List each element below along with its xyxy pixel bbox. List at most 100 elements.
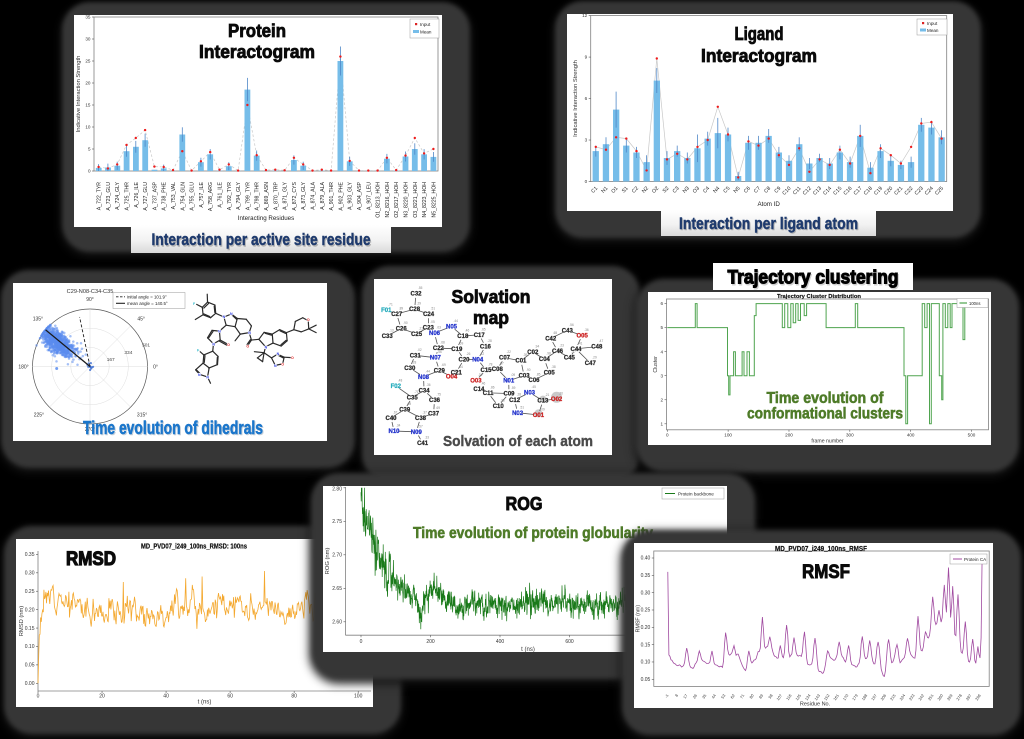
svg-text:.75: .75 [437, 393, 442, 397]
svg-text:C04: C04 [539, 357, 551, 363]
svg-text:.68: .68 [440, 341, 445, 345]
svg-text:125: 125 [794, 693, 802, 701]
svg-text:6: 6 [660, 301, 663, 306]
svg-text:MD_PVD07_i249_100ns_RMSD: 100n: MD_PVD07_i249_100ns_RMSD: 100ns [141, 544, 247, 551]
svg-text:.98: .98 [546, 352, 551, 356]
svg-text:O2: O2 [651, 186, 660, 195]
svg-text:C12: C12 [509, 398, 521, 404]
svg-text:15: 15 [85, 103, 91, 108]
svg-text:71: 71 [739, 693, 746, 699]
svg-text:167: 167 [107, 357, 115, 363]
svg-text:C21: C21 [893, 186, 904, 197]
svg-text:0: 0 [585, 179, 588, 184]
svg-text:C20: C20 [458, 358, 470, 364]
svg-text:62: 62 [729, 693, 736, 699]
svg-text:A_738_PHE: A_738_PHE [162, 181, 168, 210]
svg-text:A_758_ARG: A_758_ARG [208, 182, 214, 211]
svg-text:C28: C28 [409, 307, 421, 313]
svg-text:mean angle = 140.5°: mean angle = 140.5° [127, 301, 168, 306]
svg-text:C46: C46 [552, 349, 564, 355]
svg-text:.34: .34 [396, 424, 401, 428]
svg-text:90°: 90° [86, 297, 94, 303]
svg-text:.37: .37 [423, 410, 428, 414]
svg-text:Trajectory clustering: Trajectory clustering [728, 268, 899, 289]
svg-text:t (ns): t (ns) [521, 647, 535, 652]
svg-text:200: 200 [785, 432, 793, 437]
svg-text:2.75: 2.75 [332, 519, 342, 525]
svg-text:C18: C18 [863, 186, 874, 197]
svg-text:0.30: 0.30 [641, 590, 651, 596]
svg-text:C03: C03 [519, 374, 531, 380]
svg-text:ROG: ROG [506, 494, 543, 514]
svg-text:3: 3 [660, 373, 663, 378]
svg-text:N07: N07 [430, 356, 442, 362]
svg-text:.65: .65 [481, 327, 486, 331]
svg-text:60: 60 [227, 694, 233, 700]
svg-text:0: 0 [360, 639, 363, 645]
svg-text:A_904_ASP: A_904_ASP [357, 181, 363, 210]
svg-text:Residue No.: Residue No. [800, 701, 831, 707]
svg-text:C34: C34 [419, 389, 431, 395]
svg-text:A_872_CYS: A_872_CYS [292, 181, 298, 210]
svg-text:Interaction per ligand atom: Interaction per ligand atom [679, 215, 858, 233]
svg-text:287: 287 [965, 693, 973, 701]
svg-text:0.10: 0.10 [25, 644, 35, 650]
svg-text:.36: .36 [426, 383, 431, 387]
svg-text:A_901_THR: A_901_THR [329, 182, 335, 211]
svg-text:Cluster: Cluster [653, 356, 659, 373]
svg-text:.71: .71 [388, 303, 393, 307]
svg-text:F: F [197, 349, 200, 353]
svg-text:197: 197 [870, 693, 878, 701]
svg-text:9: 9 [585, 55, 588, 60]
svg-text:300: 300 [846, 432, 854, 437]
svg-text:C9: C9 [773, 186, 782, 195]
svg-text:.16: .16 [454, 369, 459, 373]
svg-text:frame number: frame number [811, 438, 844, 444]
svg-text:Interaction per active site re: Interaction per active site residue [153, 232, 372, 250]
svg-text:0.05: 0.05 [641, 677, 651, 683]
svg-text:251: 251 [927, 693, 935, 701]
svg-text:Protein: Protein [228, 21, 286, 41]
svg-text:.48: .48 [398, 379, 403, 383]
svg-text:0.35: 0.35 [25, 552, 35, 558]
svg-text:.47: .47 [599, 339, 604, 343]
svg-text:.09: .09 [540, 407, 545, 411]
svg-text:152: 152 [823, 693, 831, 701]
svg-text:N: N [206, 375, 209, 379]
svg-text:C8: C8 [763, 186, 772, 195]
svg-text:.45: .45 [532, 385, 537, 389]
svg-text:.20: .20 [559, 391, 564, 395]
svg-text:Interacting Residues: Interacting Residues [238, 215, 294, 222]
svg-text:C5: C5 [722, 186, 731, 195]
svg-text:N: N [212, 342, 215, 346]
svg-text:2.65: 2.65 [332, 586, 342, 592]
svg-text:0: 0 [666, 432, 669, 437]
svg-text:.54: .54 [458, 365, 463, 369]
svg-text:A_726_ILE: A_726_ILE [134, 181, 140, 207]
svg-text:.13: .13 [389, 329, 394, 333]
svg-text:206: 206 [879, 693, 887, 701]
svg-text:.71: .71 [414, 390, 419, 394]
svg-text:N: N [248, 331, 251, 335]
svg-text:A_907_LEU: A_907_LEU [366, 182, 372, 210]
svg-text:C41: C41 [417, 441, 429, 447]
svg-text:C2: C2 [631, 186, 640, 195]
svg-text:600: 600 [565, 639, 574, 645]
svg-text:0.25: 0.25 [25, 589, 35, 595]
svg-text:N5: N5 [733, 186, 742, 195]
svg-text:100: 100 [354, 694, 363, 700]
svg-text:.51: .51 [431, 307, 436, 311]
svg-text:5: 5 [660, 325, 663, 330]
svg-text:N04: N04 [472, 358, 484, 364]
svg-text:296: 296 [974, 693, 982, 701]
svg-text:C08: C08 [492, 367, 504, 373]
svg-text:.59: .59 [511, 386, 516, 390]
svg-text:C31: C31 [410, 353, 422, 359]
svg-text:O: O [246, 345, 249, 349]
svg-text:.31: .31 [478, 373, 483, 377]
svg-text:A_879_ALA: A_879_ALA [320, 181, 326, 209]
svg-text:269: 269 [946, 693, 954, 701]
svg-text:.86: .86 [490, 385, 495, 389]
svg-text:C38: C38 [415, 416, 427, 422]
svg-text:C18: C18 [457, 334, 469, 340]
